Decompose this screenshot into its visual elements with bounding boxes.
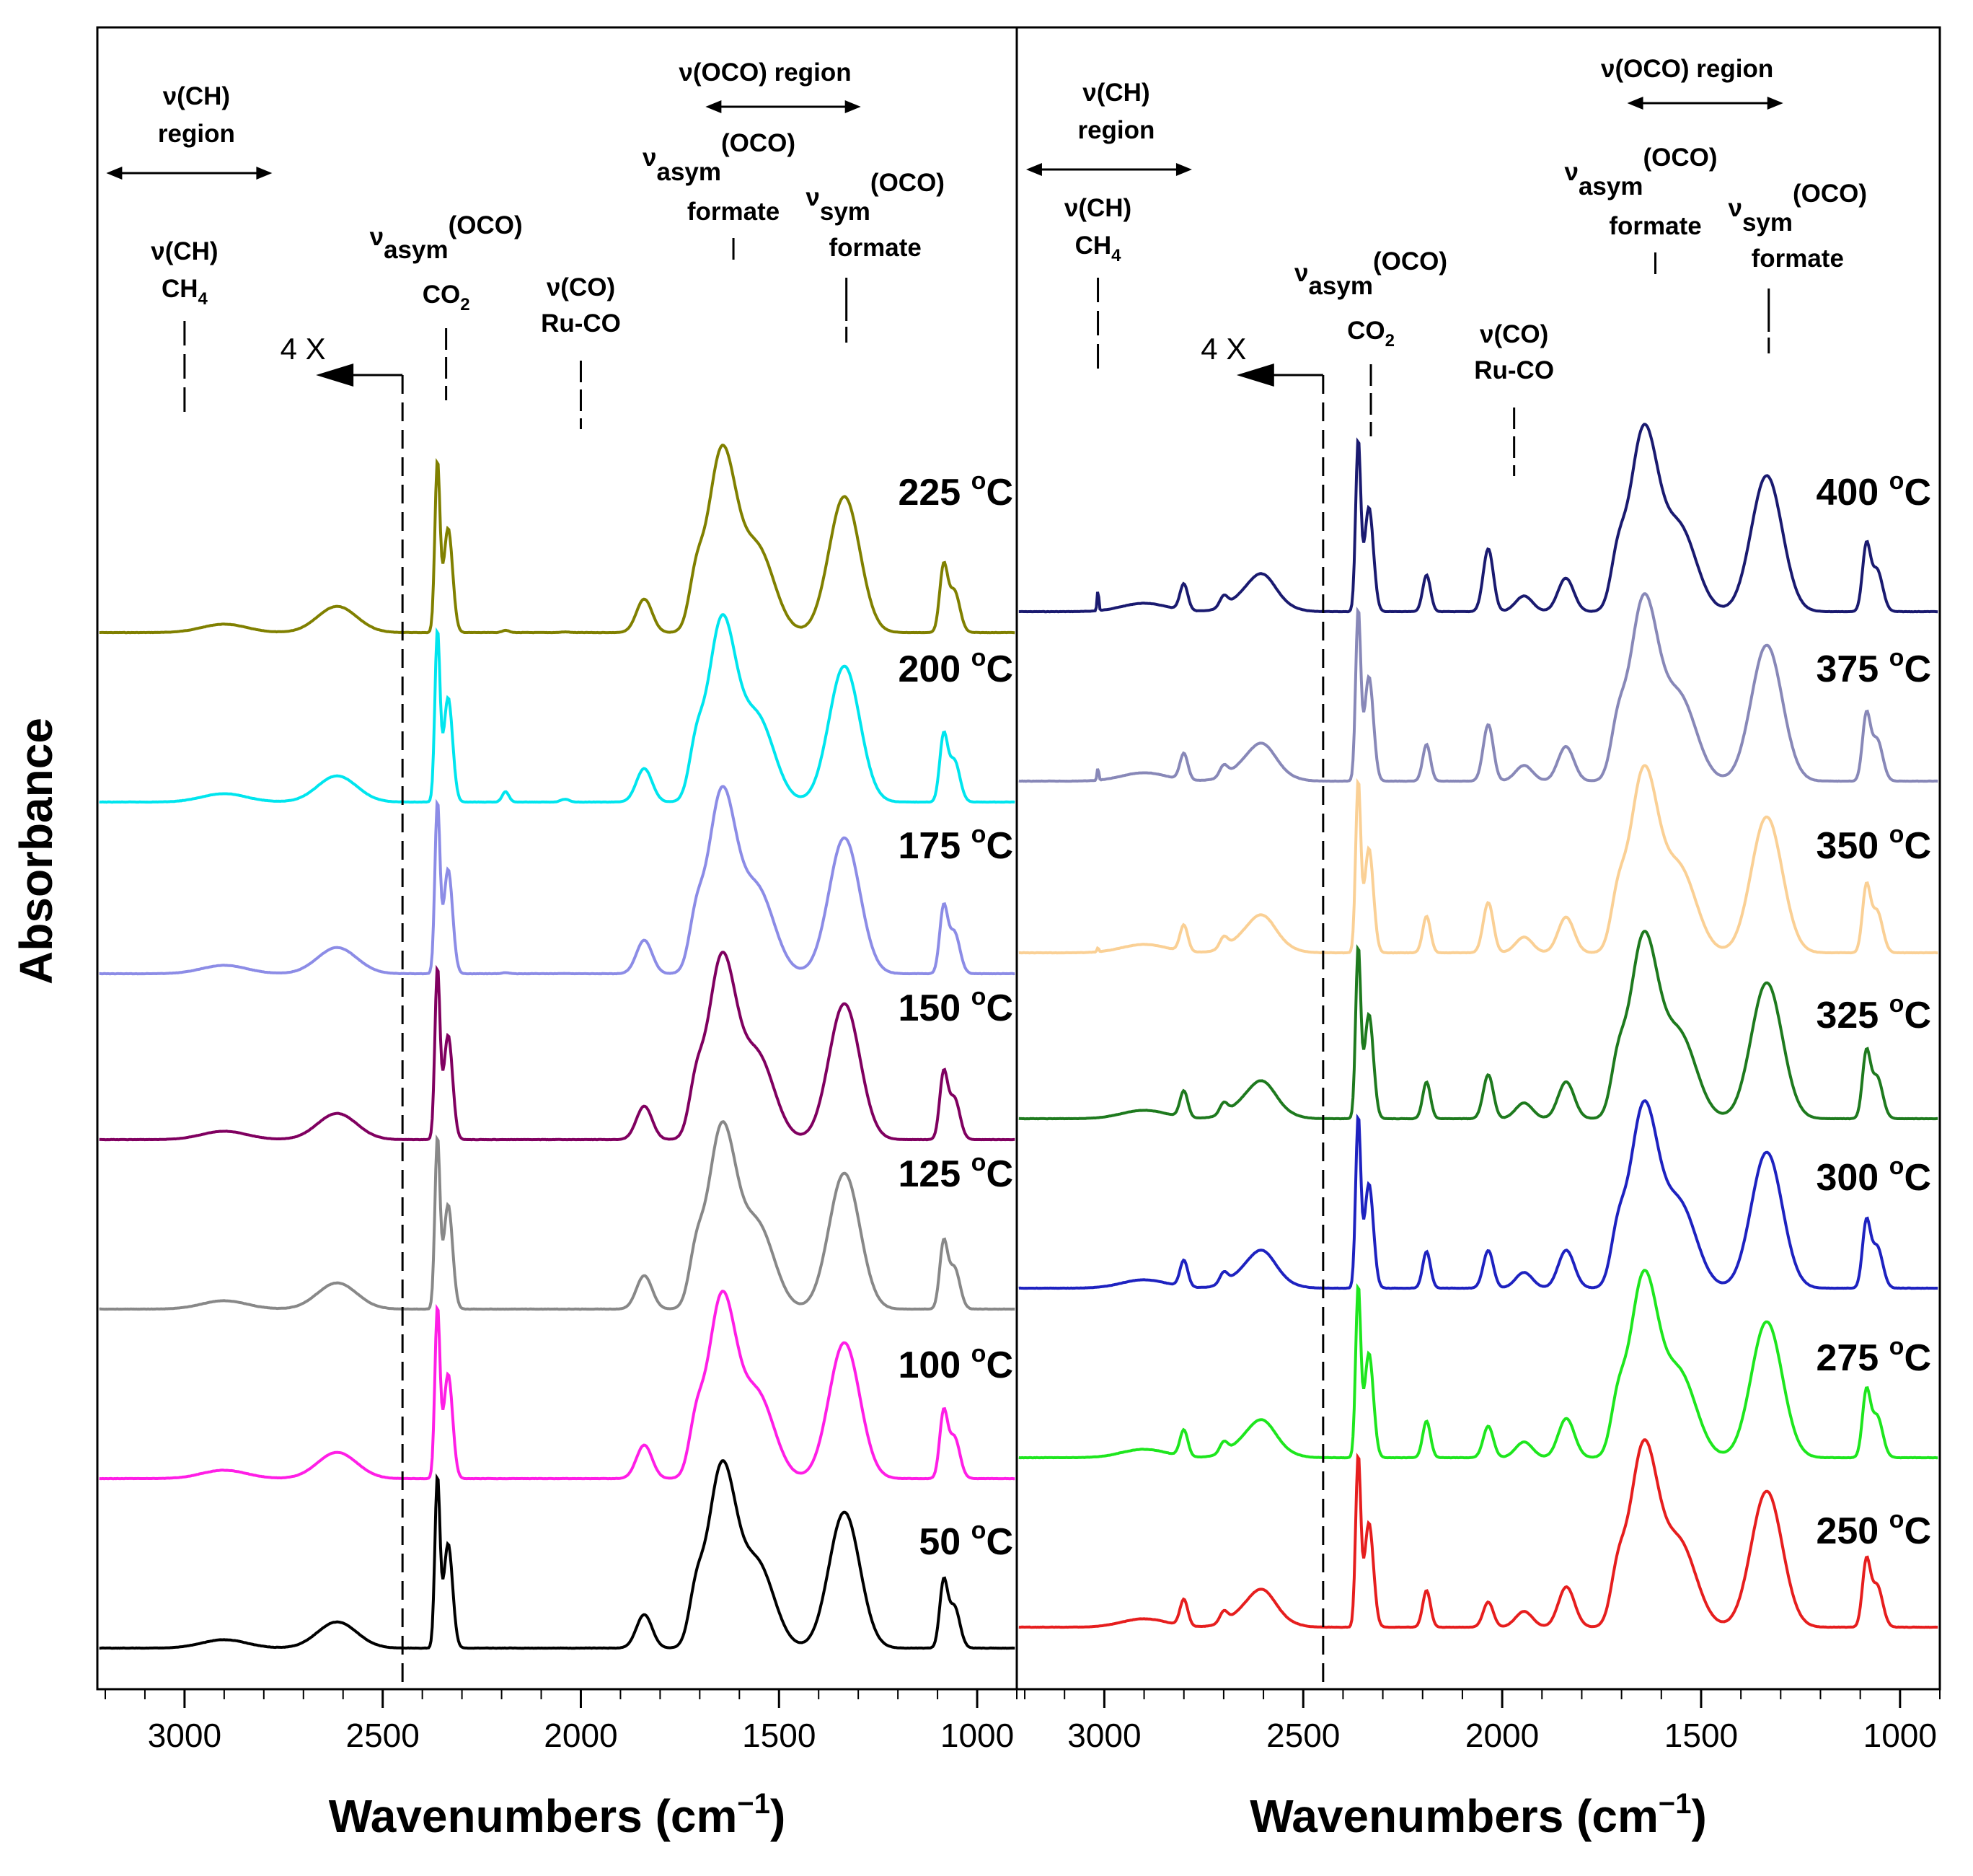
x-tick-label: 1500 <box>742 1717 816 1754</box>
asym-formate-label: νasym(OCO) <box>643 129 795 186</box>
sym-formate-label: νsym(OCO) <box>805 169 945 226</box>
x-tick-label: 1000 <box>940 1717 1014 1754</box>
temperature-label: 175 oC <box>898 821 1013 867</box>
spectrum-line-400 <box>1018 423 1938 614</box>
sym-formate-label: formate <box>829 234 921 262</box>
x-tick-label: 2000 <box>1465 1717 1539 1754</box>
ch-region-arrow-left-head <box>1025 163 1042 176</box>
x-tick-label: 2500 <box>346 1717 420 1754</box>
ru-co-label: Ru-CO <box>1474 356 1554 384</box>
ch-region-arrow-right-head <box>256 167 273 180</box>
x-tick-label: 1000 <box>1863 1717 1937 1754</box>
temperature-label: 400 oC <box>1816 467 1931 514</box>
temperature-label: 125 oC <box>898 1149 1013 1195</box>
temperature-label: 150 oC <box>898 983 1013 1029</box>
temperature-label: 350 oC <box>1816 821 1931 867</box>
magnification-label: 4 X <box>1201 332 1246 366</box>
temperature-label: 250 oC <box>1816 1506 1931 1552</box>
asym-formate-label: formate <box>687 198 780 226</box>
spectrum-line-175 <box>99 785 1015 976</box>
co2-label: CO2 <box>1347 317 1395 351</box>
temperature-label: 50 oC <box>919 1517 1013 1563</box>
magnification-label: 4 X <box>281 332 326 366</box>
spectrum-line-100 <box>99 1290 1015 1481</box>
temperature-label: 100 oC <box>898 1340 1013 1386</box>
ch-ch4-label: ν(CH) <box>1064 194 1131 222</box>
asym-formate-label: νasym(OCO) <box>1564 144 1717 201</box>
x-tick-label: 1500 <box>1664 1717 1738 1754</box>
sym-formate-label: νsym(OCO) <box>1728 180 1867 237</box>
temperature-label: 275 oC <box>1816 1333 1931 1379</box>
spectrum-line-200 <box>99 613 1015 804</box>
oco-region-arrow-right-head <box>1767 97 1783 110</box>
asym-formate-label: formate <box>1609 212 1701 240</box>
spectrum-line-350 <box>1018 764 1938 955</box>
oco-region-label: ν(OCO) region <box>1601 55 1773 83</box>
ru-co-label: ν(CO) <box>547 273 615 301</box>
spectrum-line-225 <box>99 444 1015 635</box>
spectrum-line-250 <box>1018 1438 1938 1629</box>
co2-label: νasym(OCO) <box>1294 247 1447 300</box>
x-tick-label: 2000 <box>544 1717 617 1754</box>
spectrum-line-125 <box>99 1120 1015 1311</box>
co2-label: CO2 <box>423 281 470 314</box>
spectrum-line-375 <box>1018 592 1938 783</box>
spectrum-line-300 <box>1018 1099 1938 1290</box>
ch-region-arrow-left-head <box>106 167 123 180</box>
ch-region-label: ν(CH) <box>163 82 230 110</box>
temperature-label: 225 oC <box>898 467 1013 514</box>
x-axis-label: Wavenumbers (cm−1) <box>329 1788 786 1842</box>
left-panel: 3000 2500 2000 1500 1000 Wavenumbers (cm−1) 22… <box>96 26 1018 1842</box>
ch-region-arrow-right-head <box>1175 163 1192 176</box>
magnification-arrow-head <box>1236 364 1274 387</box>
oco-region-arrow-left-head <box>1627 97 1643 110</box>
spectrum-line-50 <box>99 1459 1015 1650</box>
magnification-arrow-head <box>316 364 354 387</box>
temperature-label: 375 oC <box>1816 644 1931 690</box>
ch-ch4-label: ν(CH) <box>151 237 218 265</box>
temperature-label: 200 oC <box>898 644 1013 690</box>
temperature-label: 300 oC <box>1816 1153 1931 1199</box>
oco-region-arrow-left-head <box>705 100 722 113</box>
ch-region-label: region <box>1077 116 1155 144</box>
ch-ch4-label: CH4 <box>1075 232 1122 265</box>
x-tick-label: 2500 <box>1266 1717 1340 1754</box>
ch-ch4-label: CH4 <box>162 275 208 309</box>
ru-co-label: Ru-CO <box>541 309 621 338</box>
temperature-label: 325 oC <box>1816 990 1931 1036</box>
sym-formate-label: formate <box>1752 245 1844 273</box>
oco-region-label: ν(OCO) region <box>679 58 851 87</box>
ch-region-label: ν(CH) <box>1082 79 1149 107</box>
co2-label: νasym(OCO) <box>370 211 523 264</box>
ch-region-label: region <box>158 120 235 148</box>
x-tick-label: 3000 <box>1067 1717 1141 1754</box>
right-panel: 3000 2500 2000 1500 1000 Wavenumbers (cm−1) 40… <box>1015 26 1941 1842</box>
x-axis-label: Wavenumbers (cm−1) <box>1250 1788 1707 1842</box>
y-axis-label: Absorbance <box>10 718 62 985</box>
spectrum-line-325 <box>1018 930 1938 1121</box>
x-tick-label: 3000 <box>148 1717 221 1754</box>
plot-frame <box>1015 26 1941 1691</box>
oco-region-arrow-right-head <box>844 100 861 113</box>
ru-co-label: ν(CO) <box>1480 320 1548 348</box>
spectrum-line-275 <box>1018 1269 1938 1460</box>
spectrum-line-150 <box>99 951 1015 1142</box>
